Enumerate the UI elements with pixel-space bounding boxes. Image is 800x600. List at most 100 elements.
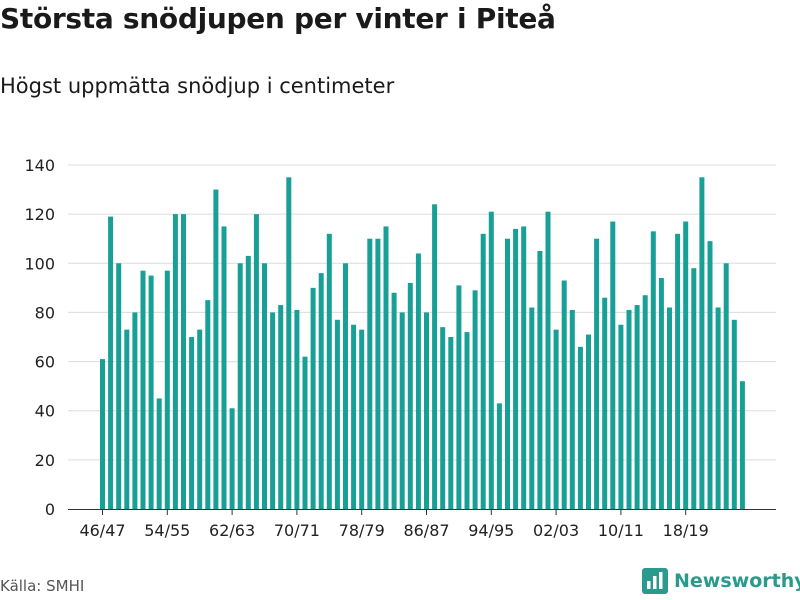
x-tick-label: 10/11 — [598, 521, 644, 540]
bar-60/61 — [213, 189, 219, 509]
y-tick-label: 40 — [35, 402, 55, 421]
x-tick-label: 54/55 — [144, 521, 190, 540]
bar-chart: 0 20 40 60 80 100 120 140 46/47 54/55 62/63 70/71 7… — [24, 156, 776, 540]
bar-93/94 — [480, 233, 486, 510]
bar-95/96 — [496, 403, 502, 509]
y-tick-label: 100 — [24, 254, 55, 273]
bar-16/17 — [667, 307, 672, 509]
bar-51/52 — [140, 270, 146, 509]
bar-67/68 — [270, 312, 276, 509]
x-tick-label: 94/95 — [468, 521, 514, 540]
bar-19/20 — [691, 268, 697, 509]
bar-97/98 — [513, 228, 519, 509]
x-tick-label: 78/79 — [339, 521, 385, 540]
bar-58/59 — [197, 329, 203, 509]
bar-17/18 — [675, 233, 681, 510]
bar-75/76 — [334, 319, 340, 509]
newsworthy-logo-icon — [642, 568, 668, 594]
x-tick-label: 46/47 — [79, 521, 125, 540]
y-tick-label: 80 — [35, 303, 55, 322]
bar-65/66 — [253, 214, 259, 509]
bar-63/64 — [237, 263, 243, 509]
bar-94/95 — [488, 211, 494, 509]
bar-11/12 — [626, 309, 632, 509]
y-axis-tick-labels: 0 20 40 60 80 100 120 140 — [24, 156, 55, 519]
bar-18/19 — [683, 221, 689, 509]
bar-82/83 — [391, 292, 397, 509]
brand-logo: Newsworthy — [642, 568, 800, 594]
bar-66/67 — [262, 263, 267, 509]
bar-85/86 — [415, 253, 421, 509]
bar-76/77 — [343, 263, 348, 509]
bar-49/50 — [124, 329, 130, 509]
bar-47/48 — [108, 216, 114, 509]
bar-04/05 — [569, 309, 575, 509]
y-tick-label: 120 — [24, 205, 55, 224]
bar-22/23 — [715, 307, 721, 509]
bar-96/97 — [505, 238, 510, 509]
bar-59/60 — [205, 300, 211, 509]
bar-64/65 — [245, 255, 251, 509]
bar-98/99 — [521, 226, 527, 509]
bar-92/93 — [472, 290, 478, 509]
bar-70/71 — [294, 309, 300, 509]
bar-09/10 — [610, 221, 616, 509]
bar-20/21 — [699, 177, 705, 510]
bar-83/84 — [399, 312, 405, 509]
bars — [100, 177, 745, 510]
bar-72/73 — [310, 287, 316, 509]
bar-61/62 — [221, 226, 227, 509]
bar-69/70 — [286, 177, 292, 510]
x-axis: 46/47 54/55 62/63 70/71 78/79 86/87 94/95 02/03… — [68, 509, 776, 540]
x-tick-label: 18/19 — [663, 521, 709, 540]
bar-91/92 — [464, 332, 470, 509]
y-tick-label: 140 — [24, 156, 55, 175]
bar-15/16 — [658, 278, 664, 509]
brand-name: Newsworthy — [674, 570, 800, 592]
bar-46/47 — [100, 359, 105, 509]
bar-86/87 — [424, 312, 429, 509]
bar-77/78 — [351, 324, 357, 509]
bar-23/24 — [723, 263, 729, 509]
bar-08/09 — [602, 297, 608, 509]
bar-68/69 — [278, 305, 284, 509]
bar-12/13 — [634, 305, 640, 509]
source-note: Källa: SMHI — [0, 577, 85, 595]
bar-21/22 — [707, 241, 713, 510]
chart-subtitle: Högst uppmätta snödjup i centimeter — [0, 74, 395, 98]
bar-55/56 — [172, 214, 178, 509]
bar-07/08 — [594, 238, 600, 509]
bar-02/03 — [553, 329, 559, 509]
bar-71/72 — [302, 356, 308, 509]
bar-78/79 — [359, 329, 365, 509]
y-tick-label: 20 — [35, 451, 55, 470]
bar-79/80 — [367, 238, 373, 509]
bar-48/49 — [116, 263, 122, 509]
bar-99/00 — [529, 307, 535, 509]
bar-53/54 — [156, 398, 162, 509]
x-tick-label: 70/71 — [274, 521, 320, 540]
bar-13/14 — [642, 295, 648, 509]
bar-88/89 — [440, 327, 446, 509]
bar-89/90 — [448, 337, 454, 509]
bar-62/63 — [229, 408, 235, 509]
y-tick-label: 60 — [35, 353, 55, 372]
bar-14/15 — [650, 231, 656, 509]
bar-06/07 — [586, 334, 591, 509]
bar-90/91 — [456, 285, 462, 509]
x-tick-label: 62/63 — [209, 521, 255, 540]
bar-74/75 — [326, 233, 332, 510]
bar-03/04 — [561, 280, 567, 509]
bar-25/26 — [739, 381, 745, 509]
bar-50/51 — [132, 312, 138, 509]
bar-00/01 — [537, 251, 543, 509]
bar-05/06 — [577, 346, 583, 509]
x-tick-label: 86/87 — [403, 521, 449, 540]
bar-54/55 — [164, 270, 170, 509]
bar-01/02 — [545, 211, 551, 509]
bar-81/82 — [383, 226, 389, 509]
x-tick-label: 02/03 — [533, 521, 579, 540]
bar-84/85 — [407, 282, 413, 509]
bar-24/25 — [731, 319, 737, 509]
bar-52/53 — [148, 275, 154, 509]
